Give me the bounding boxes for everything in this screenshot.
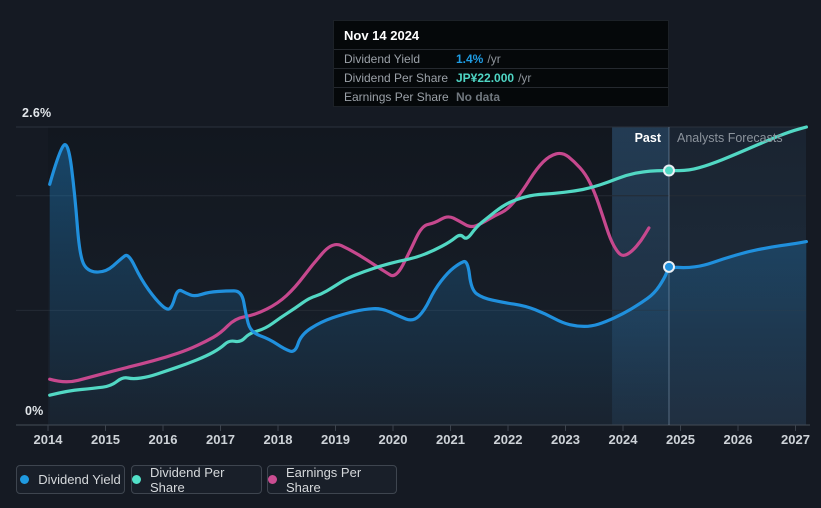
legend: Dividend Yield Dividend Per Share Earnin… bbox=[0, 465, 821, 495]
x-tick-label: 2015 bbox=[91, 432, 120, 447]
tooltip-row-dividend-per-share: Dividend Per Share JP¥22.000 /yr bbox=[334, 68, 668, 87]
tooltip-row-label: Dividend Per Share bbox=[344, 71, 449, 85]
legend-item-label: Earnings Per Share bbox=[286, 464, 362, 495]
tooltip-row-suffix: /yr bbox=[487, 52, 501, 66]
legend-item-label: Dividend Yield bbox=[38, 472, 121, 487]
x-tick-label: 2027 bbox=[781, 432, 810, 447]
tooltip-row-label: Earnings Per Share bbox=[344, 90, 449, 104]
x-tick-label: 2017 bbox=[206, 432, 235, 447]
x-axis-labels: 2014 2015 2016 2017 2018 2019 2020 2021 2022 2023… bbox=[0, 432, 821, 448]
legend-item-dividend-per-share[interactable]: Dividend Per Share bbox=[131, 464, 262, 495]
x-tick-label: 2014 bbox=[33, 432, 63, 447]
legend-item-earnings-per-share[interactable]: Earnings Per Share bbox=[267, 464, 397, 495]
x-tick-label: 2024 bbox=[608, 432, 638, 447]
dividend-yield-dot-icon bbox=[20, 475, 30, 484]
x-tick-label: 2022 bbox=[493, 432, 523, 447]
tooltip-row-earnings-per-share: Earnings Per Share No data bbox=[334, 87, 668, 106]
past-zone-label: Past bbox=[634, 131, 661, 145]
x-tick-label: 2021 bbox=[436, 432, 465, 447]
x-tick-label: 2019 bbox=[321, 432, 350, 447]
hover-tooltip: Nov 14 2024 Dividend Yield 1.4% /yr Divi… bbox=[333, 20, 669, 107]
legend-item-dividend-yield[interactable]: Dividend Yield bbox=[16, 465, 125, 494]
x-tick-label: 2016 bbox=[148, 432, 178, 447]
tooltip-row-value: No data bbox=[456, 90, 501, 104]
x-tick-label: 2025 bbox=[666, 432, 695, 447]
tooltip-row-label: Dividend Yield bbox=[344, 52, 421, 66]
tooltip-date: Nov 14 2024 bbox=[344, 28, 420, 43]
y-axis-zero-label: 0% bbox=[25, 404, 44, 418]
tooltip-row-value: 1.4% bbox=[456, 52, 484, 66]
forecast-zone-label: Analysts Forecasts bbox=[677, 131, 783, 145]
dividend-per-share-dot-icon bbox=[132, 475, 141, 484]
x-tick-label: 2018 bbox=[263, 432, 293, 447]
x-tick-label: 2020 bbox=[378, 432, 408, 447]
tooltip-row-suffix: /yr bbox=[518, 71, 532, 85]
earnings-per-share-dot-icon bbox=[268, 475, 277, 484]
x-tick-label: 2026 bbox=[723, 432, 753, 447]
x-tick-label: 2023 bbox=[551, 432, 580, 447]
y-axis-max-label: 2.6% bbox=[22, 106, 52, 120]
legend-item-label: Dividend Per Share bbox=[150, 464, 225, 495]
tooltip-row-dividend-yield: Dividend Yield 1.4% /yr bbox=[334, 49, 668, 68]
tooltip-row-value: JP¥22.000 bbox=[456, 71, 515, 85]
